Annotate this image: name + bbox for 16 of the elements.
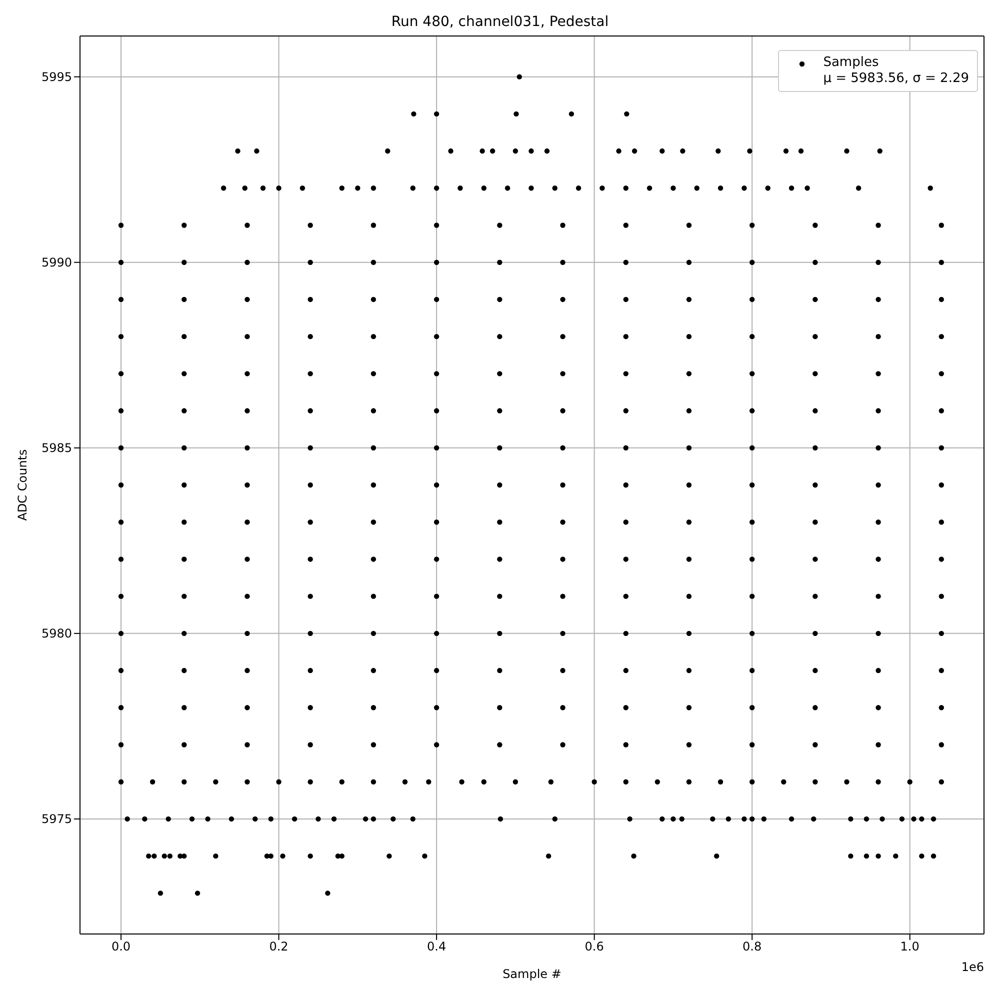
x-axis-title: Sample # <box>502 967 562 981</box>
x-tick-label: 1.0 <box>900 940 920 954</box>
y-tick-label: 5990 <box>41 256 72 270</box>
x-tick-label: 0.4 <box>427 940 446 954</box>
y-tick-label: 5980 <box>41 626 72 641</box>
y-axis-title: ADC Counts <box>15 449 30 521</box>
y-tick-label: 5985 <box>41 441 72 456</box>
x-tick-label: 0.0 <box>111 940 131 954</box>
x-tick-label: 0.6 <box>584 940 604 954</box>
y-tick-label: 5995 <box>41 70 72 84</box>
y-tick-label: 5975 <box>41 812 72 826</box>
x-tick-label: 0.2 <box>269 940 288 954</box>
text: 1e6 <box>961 960 984 974</box>
chart-title: Run 480, channel031, Pedestal <box>390 14 610 30</box>
legend-label: Samples μ = 5983.56, σ = 2.29 <box>823 55 969 87</box>
x-tick-label: 0.8 <box>742 940 762 954</box>
